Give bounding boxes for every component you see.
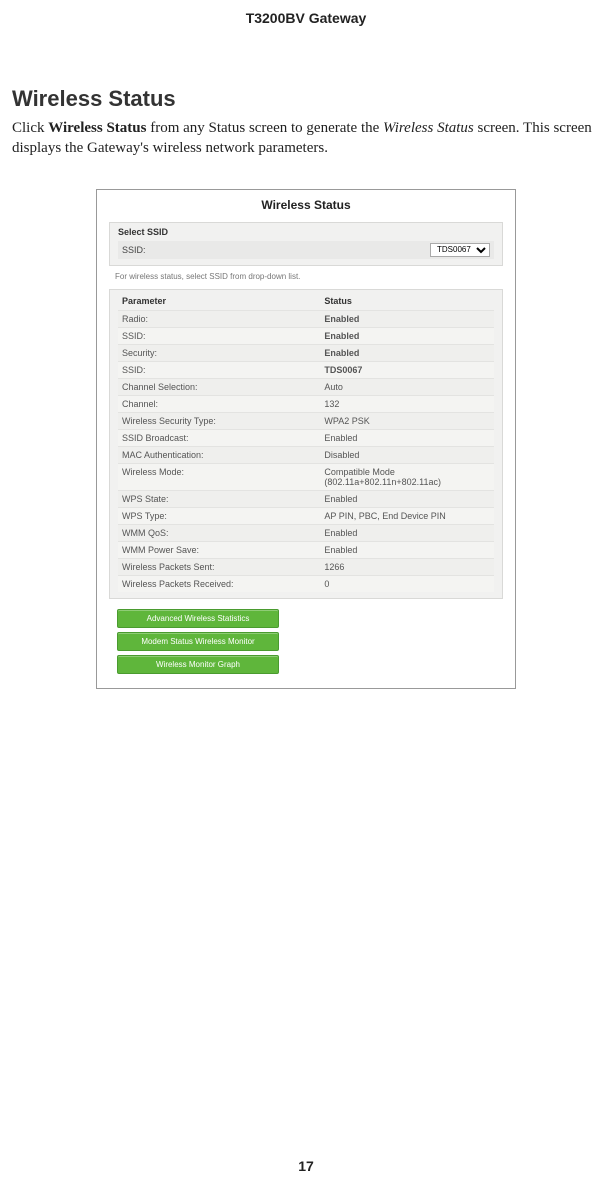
- parameter-panel: Parameter Status Radio:EnabledSSID:Enabl…: [109, 289, 503, 599]
- body-text-pre: Click: [12, 120, 48, 136]
- param-label: Radio:: [122, 314, 324, 324]
- ssid-select[interactable]: TDS0067: [430, 243, 490, 257]
- param-row: Channel:132: [118, 395, 494, 412]
- doc-header: T3200BV Gateway: [12, 10, 600, 26]
- param-status: Enabled: [324, 545, 490, 555]
- param-status: Enabled: [324, 528, 490, 538]
- param-status: AP PIN, PBC, End Device PIN: [324, 511, 490, 521]
- param-label: Channel:: [122, 399, 324, 409]
- embedded-screenshot: Wireless Status Select SSID SSID: TDS006…: [96, 189, 516, 689]
- param-row: Channel Selection:Auto: [118, 378, 494, 395]
- param-row: Wireless Packets Received:0: [118, 575, 494, 592]
- param-row: WMM QoS:Enabled: [118, 524, 494, 541]
- select-ssid-header: Select SSID: [118, 227, 494, 237]
- ssid-row: SSID: TDS0067: [118, 241, 494, 259]
- param-status: Auto: [324, 382, 490, 392]
- param-row: MAC Authentication:Disabled: [118, 446, 494, 463]
- param-label: WMM Power Save:: [122, 545, 324, 555]
- param-label: SSID:: [122, 331, 324, 341]
- param-label: WPS Type:: [122, 511, 324, 521]
- param-label: SSID:: [122, 365, 324, 375]
- param-row: SSID:Enabled: [118, 327, 494, 344]
- param-label: Security:: [122, 348, 324, 358]
- body-text-mid: from any Status screen to generate the: [146, 120, 383, 136]
- param-label: Wireless Packets Received:: [122, 579, 324, 589]
- param-status: Enabled: [324, 348, 490, 358]
- param-row: SSID Broadcast:Enabled: [118, 429, 494, 446]
- modem-status-wireless-monitor-button[interactable]: Modem Status Wireless Monitor: [117, 632, 279, 651]
- body-text-bold: Wireless Status: [48, 120, 146, 136]
- section-title: Wireless Status: [12, 86, 600, 112]
- param-status: Compatible Mode (802.11a+802.11n+802.11a…: [324, 467, 490, 487]
- param-status: WPA2 PSK: [324, 416, 490, 426]
- param-label: WPS State:: [122, 494, 324, 504]
- param-label: Channel Selection:: [122, 382, 324, 392]
- wireless-monitor-graph-button[interactable]: Wireless Monitor Graph: [117, 655, 279, 674]
- page-number: 17: [0, 1158, 612, 1174]
- param-row: Wireless Mode:Compatible Mode (802.11a+8…: [118, 463, 494, 490]
- select-ssid-panel: Select SSID SSID: TDS0067: [109, 222, 503, 266]
- param-row: WMM Power Save:Enabled: [118, 541, 494, 558]
- param-status: Enabled: [324, 494, 490, 504]
- param-status: Enabled: [324, 331, 490, 341]
- param-table-header: Parameter Status: [118, 294, 494, 310]
- param-status: 132: [324, 399, 490, 409]
- param-row: Wireless Packets Sent:1266: [118, 558, 494, 575]
- param-label: MAC Authentication:: [122, 450, 324, 460]
- param-status: Enabled: [324, 433, 490, 443]
- advanced-wireless-statistics-button[interactable]: Advanced Wireless Statistics: [117, 609, 279, 628]
- col-header-status: Status: [324, 296, 490, 306]
- param-label: SSID Broadcast:: [122, 433, 324, 443]
- param-row: Wireless Security Type:WPA2 PSK: [118, 412, 494, 429]
- col-header-parameter: Parameter: [122, 296, 324, 306]
- param-label: Wireless Packets Sent:: [122, 562, 324, 572]
- param-status: TDS0067: [324, 365, 490, 375]
- param-status: Enabled: [324, 314, 490, 324]
- body-text-ital: Wireless Status: [383, 120, 474, 136]
- button-group: Advanced Wireless Statistics Modem Statu…: [117, 609, 503, 674]
- param-label: WMM QoS:: [122, 528, 324, 538]
- param-row: Security:Enabled: [118, 344, 494, 361]
- param-label: Wireless Mode:: [122, 467, 324, 477]
- ssid-label: SSID:: [122, 245, 146, 255]
- param-row: Radio:Enabled: [118, 310, 494, 327]
- param-row: SSID:TDS0067: [118, 361, 494, 378]
- ssid-help-text: For wireless status, select SSID from dr…: [115, 272, 503, 281]
- param-label: Wireless Security Type:: [122, 416, 324, 426]
- param-status: 0: [324, 579, 490, 589]
- param-status: Disabled: [324, 450, 490, 460]
- param-status: 1266: [324, 562, 490, 572]
- screenshot-title: Wireless Status: [103, 198, 509, 212]
- param-row: WPS State:Enabled: [118, 490, 494, 507]
- param-row: WPS Type:AP PIN, PBC, End Device PIN: [118, 507, 494, 524]
- body-paragraph: Click Wireless Status from any Status sc…: [12, 118, 600, 159]
